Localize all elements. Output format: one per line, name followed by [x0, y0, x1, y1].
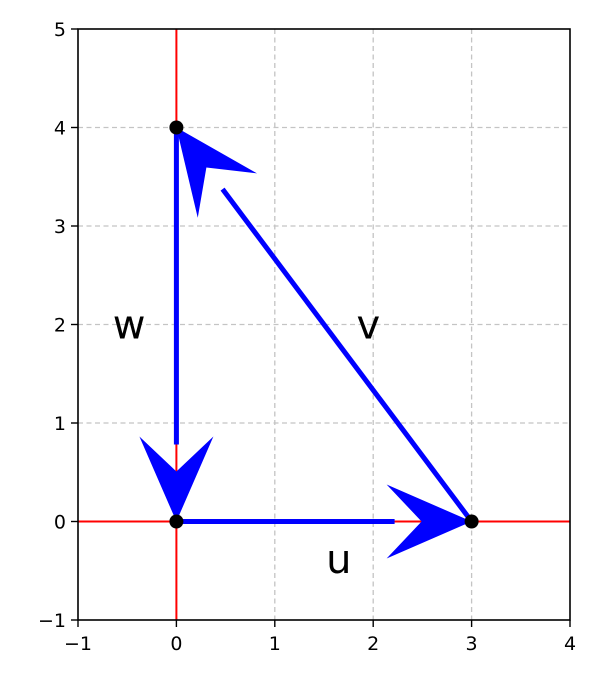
vector-label-v: v — [356, 303, 380, 349]
vector-label-w: w — [113, 303, 146, 349]
x-tick-label: 3 — [466, 633, 478, 655]
y-tick-label: 1 — [54, 413, 66, 435]
points-layer — [169, 120, 479, 529]
x-tick-label: 1 — [269, 633, 281, 655]
x-tick-label: −1 — [64, 633, 92, 655]
vector-w-arrowhead — [139, 436, 214, 522]
point-marker — [169, 514, 184, 529]
vector-label-u: u — [326, 537, 351, 583]
x-tick-label: 0 — [170, 633, 182, 655]
x-tick-label: 2 — [367, 633, 379, 655]
vectors-layer — [139, 127, 474, 559]
point-marker — [464, 514, 479, 529]
vector-labels: u v w — [113, 303, 380, 583]
y-tick-label: −1 — [38, 610, 66, 632]
y-tick-label: 0 — [54, 512, 66, 534]
vector-u-arrowhead — [386, 484, 472, 559]
ticks-layer: −1 0 1 2 3 4 −1 0 1 2 3 4 5 — [38, 19, 576, 655]
vector-v-shaft — [220, 187, 474, 523]
x-tick-label: 4 — [564, 633, 576, 655]
vector-v-arrowhead — [176, 127, 257, 218]
y-tick-label: 2 — [54, 315, 66, 337]
y-tick-label: 4 — [54, 118, 66, 140]
y-tick-label: 3 — [54, 216, 66, 238]
point-marker — [169, 120, 184, 135]
y-tick-label: 5 — [54, 19, 66, 41]
